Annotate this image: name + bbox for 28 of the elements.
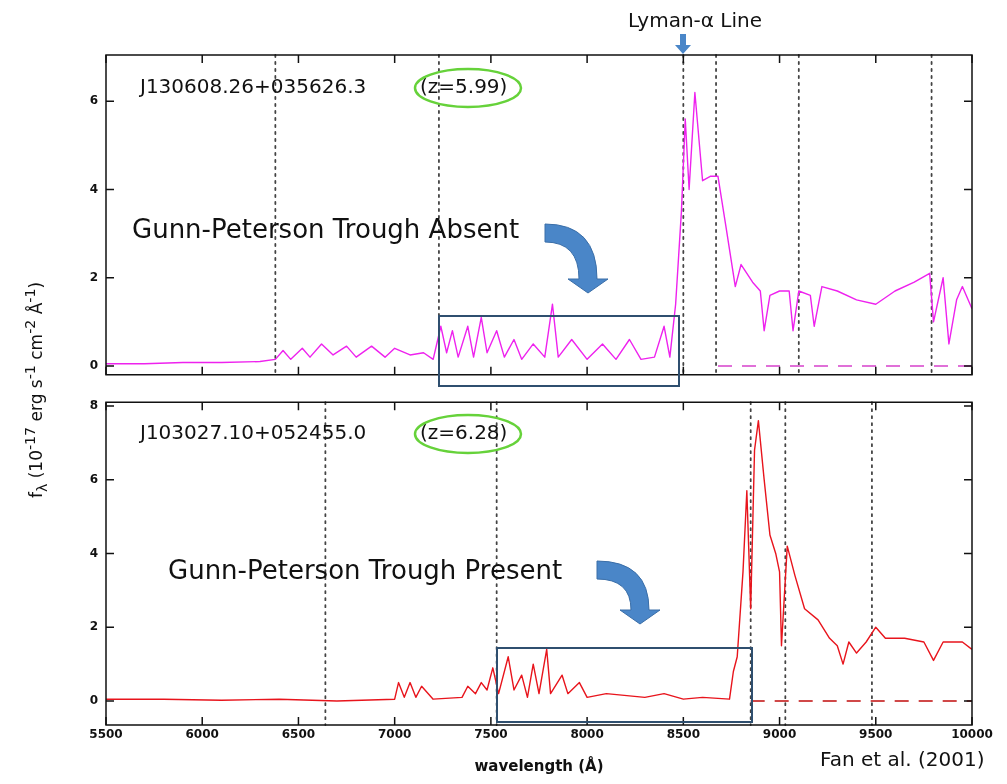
annotation: (z=5.99): [420, 74, 508, 98]
text: Lyman-α Line: [628, 8, 762, 32]
y-tick-label: 2: [89, 269, 98, 284]
y-tick-label: 4: [89, 181, 98, 196]
x-tick-label: 8500: [666, 727, 701, 742]
y-tick-label: 6: [89, 471, 98, 486]
y-tick-label: 8: [89, 398, 98, 413]
x-tick-label: 9500: [859, 727, 893, 742]
annotation: Gunn-Peterson Trough Present: [168, 555, 563, 585]
x-tick-label: 6000: [185, 727, 219, 742]
annotation: J103027.10+052455.0: [140, 420, 367, 444]
x-tick-label: 7000: [377, 727, 412, 742]
y-tick-label: 4: [89, 545, 98, 560]
y-tick-label: 0: [89, 693, 98, 708]
annotation: J130608.26+035626.3: [140, 74, 367, 98]
annotation: (z=6.28): [420, 420, 508, 444]
x-tick-label: 5500: [89, 727, 123, 742]
x-tick-label: 7500: [474, 727, 508, 742]
x-axis-title: wavelength (Å): [474, 755, 604, 775]
annotation: Gunn-Peterson Trough Absent: [132, 214, 520, 244]
x-tick-label: 9000: [762, 727, 797, 742]
y-tick-label: 0: [89, 358, 98, 373]
text: Fan et al. (2001): [820, 747, 985, 771]
x-tick-label: 10000: [951, 727, 993, 742]
x-tick-label: 8000: [570, 727, 604, 742]
x-tick-label: 6500: [281, 727, 316, 742]
y-tick-label: 2: [89, 619, 98, 634]
y-tick-label: 6: [89, 93, 98, 108]
